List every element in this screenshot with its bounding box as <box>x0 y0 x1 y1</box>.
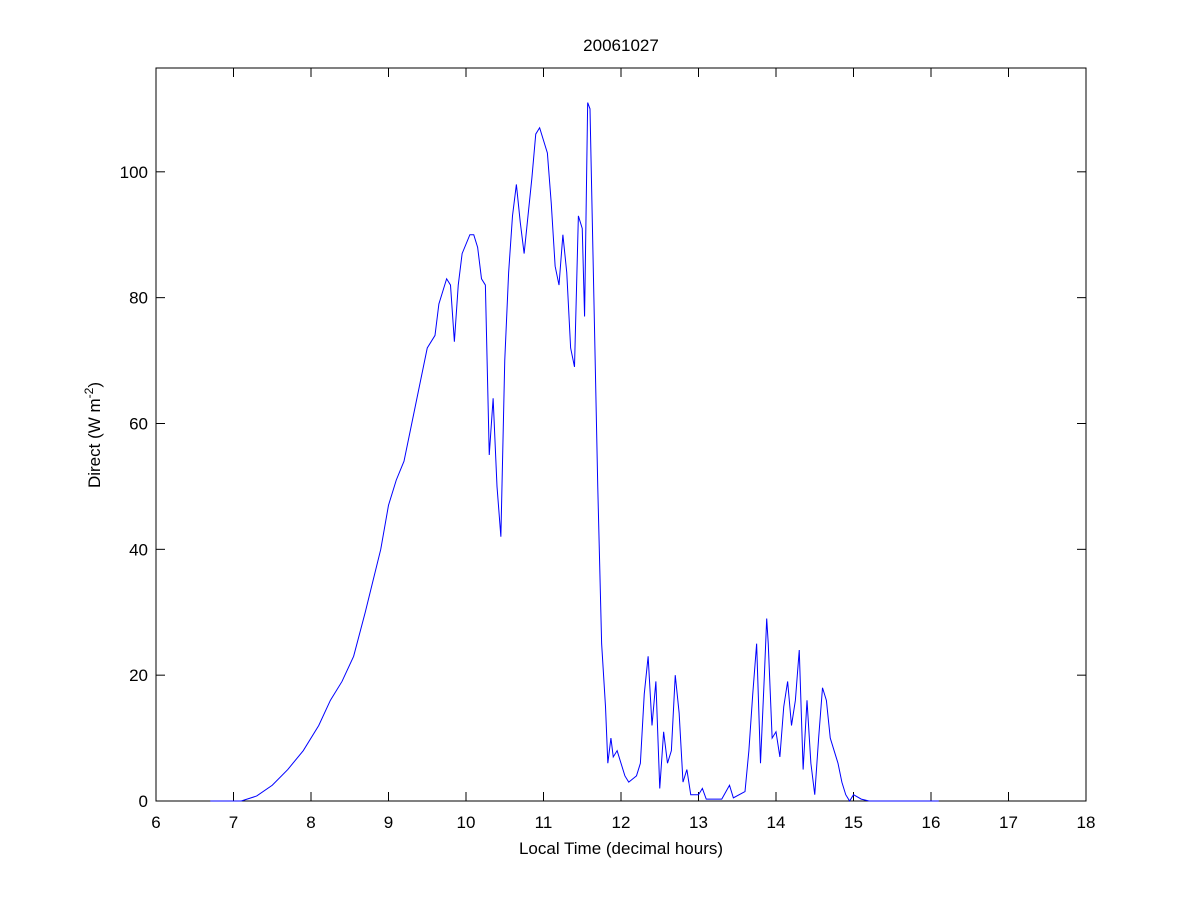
y-label-sup: -2 <box>82 387 96 398</box>
y-tick-label: 40 <box>129 540 148 559</box>
x-tick-label: 15 <box>844 813 863 832</box>
data-line <box>210 102 939 802</box>
x-tick-label: 6 <box>151 813 160 832</box>
x-tick-label: 11 <box>535 813 553 832</box>
y-axis-label: Direct (W m-2) <box>82 382 104 488</box>
x-tick-label: 14 <box>767 813 786 832</box>
y-tick-label: 0 <box>139 792 148 811</box>
x-tick-label: 8 <box>306 813 315 832</box>
y-tick-label: 80 <box>129 289 148 308</box>
x-tick-label: 9 <box>384 813 393 832</box>
plot-box <box>155 67 1087 802</box>
x-tick-label: 7 <box>229 813 238 832</box>
x-tick-label: 17 <box>999 813 1018 832</box>
y-tick-label: 100 <box>120 163 148 182</box>
y-label-end: ) <box>85 382 104 388</box>
chart-title: 20061027 <box>583 36 659 55</box>
x-tick-label: 16 <box>922 813 941 832</box>
y-tick-label: 20 <box>129 666 148 685</box>
x-tick-label: 18 <box>1077 813 1096 832</box>
x-tick-label: 10 <box>457 813 476 832</box>
x-tick-label: 12 <box>612 813 631 832</box>
x-tick-label: 13 <box>689 813 708 832</box>
y-label-text: Direct (W m <box>85 398 104 488</box>
x-axis-label: Local Time (decimal hours) <box>519 839 723 858</box>
y-tick-label: 60 <box>129 414 148 433</box>
